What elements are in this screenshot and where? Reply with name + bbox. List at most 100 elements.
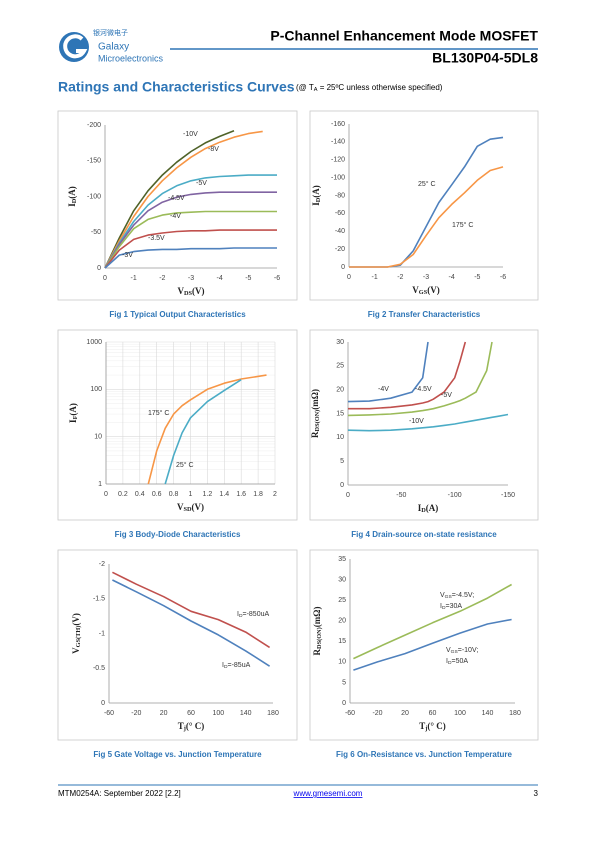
series-label: -5V <box>196 180 207 187</box>
y-tick-label: -100 <box>87 193 101 200</box>
series-label: ID=-85uA <box>222 662 251 670</box>
y-axis-label-part: R <box>312 648 322 655</box>
doc-title: P-Channel Enhancement Mode MOSFET <box>270 28 538 44</box>
x-axis-label-part: (A) <box>426 503 439 513</box>
footer-doc: MTM0254A: September 2022 [2.2] <box>58 789 181 798</box>
x-axis-label-part: j <box>183 725 186 732</box>
y-tick-label: -2 <box>99 561 105 568</box>
y-axis-label: VGS(TH)(V) <box>71 613 82 654</box>
x-tick-label: 2 <box>273 491 277 498</box>
series-label: -4V <box>170 213 181 220</box>
series-label-part: GS <box>445 594 453 600</box>
series-label-part: I <box>237 611 239 618</box>
y-tick-label: 10 <box>336 434 344 441</box>
x-tick-label: 1.8 <box>253 491 263 498</box>
x-tick-label: 0.2 <box>118 491 128 498</box>
x-axis-label-part: V <box>177 286 184 296</box>
x-axis-label: Tj(° C) <box>178 721 204 732</box>
y-axis-label-part: I <box>68 419 78 423</box>
x-tick-label: 20 <box>401 710 409 717</box>
chart-frame <box>309 110 539 301</box>
x-tick-label: 1 <box>189 491 193 498</box>
y-axis-label-part: (mΩ) <box>310 389 320 410</box>
section-condition-part: (@ T <box>296 83 314 92</box>
series-label-part: =-4.5V; <box>452 592 475 599</box>
series-line <box>104 247 277 269</box>
y-axis-label: ID(A) <box>311 185 322 206</box>
y-tick-label: 15 <box>336 410 344 417</box>
series-label-part: GS <box>451 649 459 655</box>
y-tick-label: 5 <box>342 679 346 686</box>
y-tick-label: -120 <box>331 157 345 164</box>
y-axis-label-part: DS(ON) <box>316 627 323 649</box>
series-line <box>347 341 429 403</box>
x-tick-label: -3 <box>423 274 429 281</box>
logo-glyph <box>63 34 88 59</box>
y-tick-label: 5 <box>340 458 344 465</box>
series-label-part: I <box>440 603 442 610</box>
x-tick-label: 1.4 <box>219 491 229 498</box>
series-line <box>349 166 504 268</box>
x-axis-label: Tj(° C) <box>419 721 445 732</box>
chart-frame <box>309 329 539 521</box>
y-tick-label: 0 <box>340 482 344 489</box>
y-axis-label-part: (A) <box>68 403 78 416</box>
x-tick-label: -2 <box>397 274 403 281</box>
y-axis-label-part: (V) <box>71 613 81 626</box>
y-axis-label-part: R <box>310 431 320 438</box>
x-axis-label-part: V <box>412 285 419 295</box>
y-tick-label: 35 <box>338 556 346 563</box>
x-tick-label: -4 <box>449 274 455 281</box>
section-condition-part: = 25ºC unless otherwise specified) <box>317 83 442 92</box>
chart-frame <box>309 549 539 741</box>
series-line <box>104 129 235 269</box>
logo-en: Microelectronics <box>98 53 164 63</box>
y-tick-label: -150 <box>87 158 101 165</box>
x-tick-label: -1 <box>372 274 378 281</box>
series-line <box>104 229 277 269</box>
footer-url[interactable]: www.gmesemi.com <box>293 789 363 798</box>
figure-caption: Fig 5 Gate Voltage vs. Junction Temperat… <box>93 750 262 759</box>
series-label: -10V <box>183 131 198 138</box>
y-axis-label-part: V <box>71 647 81 654</box>
x-tick-label: -100 <box>448 492 462 499</box>
figure-caption: Fig 4 Drain-source on-state resistance <box>351 530 497 539</box>
series-label: ID=50A <box>446 658 468 666</box>
x-tick-label: 0 <box>103 275 107 282</box>
x-tick-label: -150 <box>501 492 515 499</box>
x-tick-label: 60 <box>429 710 437 717</box>
x-axis-label-part: D <box>421 507 426 514</box>
x-tick-label: -3 <box>188 275 194 282</box>
x-axis-label-part: j <box>424 725 427 732</box>
logo-en: Galaxy <box>98 42 129 53</box>
series-label: VGS=-10V; <box>446 647 478 655</box>
series-line <box>112 571 271 649</box>
x-tick-label: -5 <box>474 274 480 281</box>
x-axis-label-part: I <box>418 503 422 513</box>
series-label-part: D <box>442 605 446 611</box>
y-tick-label: 1 <box>98 481 102 488</box>
x-tick-label: -2 <box>159 275 165 282</box>
section-condition-part: A <box>314 87 318 93</box>
series-line <box>104 210 277 269</box>
x-tick-label: -20 <box>372 710 382 717</box>
x-tick-label: -6 <box>500 274 506 281</box>
x-tick-label: 180 <box>509 710 521 717</box>
series-label: ID=30A <box>440 603 462 611</box>
y-tick-label: -60 <box>335 210 345 217</box>
x-axis-label-part: (° C) <box>186 721 204 731</box>
y-tick-label: 20 <box>336 387 344 394</box>
x-tick-label: 140 <box>482 710 494 717</box>
x-tick-label: 20 <box>160 710 168 717</box>
y-axis-label: RDS(ON)(mΩ) <box>312 607 323 656</box>
x-tick-label: 100 <box>454 710 466 717</box>
y-tick-label: -1.5 <box>93 596 105 603</box>
y-tick-label: 0 <box>97 265 101 272</box>
x-tick-label: 1.2 <box>203 491 213 498</box>
y-tick-label: -50 <box>91 229 101 236</box>
series-label-part: =-85uA <box>228 662 251 669</box>
series-label-part: =-850uA <box>243 611 270 618</box>
series-line <box>147 374 267 485</box>
series-label-part: D <box>239 613 243 619</box>
series-line <box>347 413 509 432</box>
